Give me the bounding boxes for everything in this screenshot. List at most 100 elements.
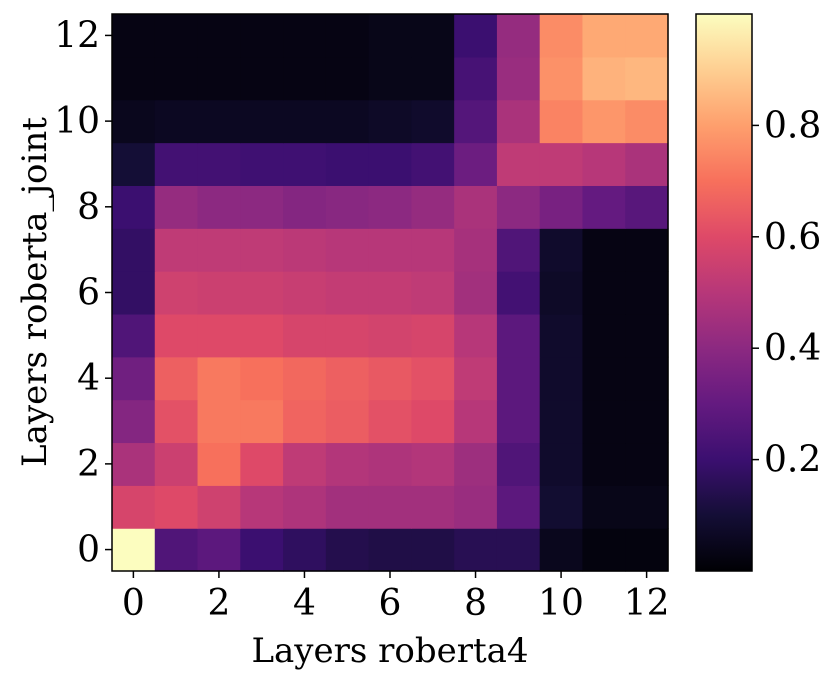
heatmap-cell bbox=[368, 528, 412, 572]
y-tick-label: 0 bbox=[77, 530, 100, 571]
heatmap-cell bbox=[197, 14, 241, 58]
heatmap-cell bbox=[240, 485, 284, 529]
heatmap-cell bbox=[112, 528, 156, 572]
heatmap-cell bbox=[368, 228, 412, 272]
heatmap-cell bbox=[368, 485, 412, 529]
colorbar: 0.2 0.4 0.6 0.8 bbox=[695, 13, 821, 572]
heatmap-cell bbox=[625, 313, 669, 358]
heatmap-cell bbox=[539, 14, 584, 58]
heatmap-cell bbox=[112, 228, 156, 272]
heatmap-cell bbox=[496, 528, 541, 572]
y-tick-label: 8 bbox=[77, 187, 100, 228]
heatmap-cell bbox=[411, 485, 455, 529]
heatmap-cell bbox=[112, 14, 156, 58]
heatmap-cell bbox=[496, 99, 541, 144]
heatmap-cell bbox=[582, 228, 626, 272]
heatmap-cell bbox=[496, 14, 541, 58]
heatmap-cell bbox=[625, 442, 669, 486]
heatmap-cell bbox=[112, 185, 156, 229]
heatmap-cell bbox=[539, 528, 584, 572]
heatmap-cell bbox=[112, 56, 156, 101]
heatmap-cell bbox=[112, 313, 156, 358]
heatmap-cell bbox=[625, 185, 669, 229]
heatmap-cell bbox=[240, 356, 284, 401]
heatmap-cell bbox=[368, 99, 412, 144]
heatmap-cell bbox=[539, 356, 584, 401]
heatmap-cell bbox=[283, 14, 327, 58]
heatmap-cell bbox=[197, 442, 241, 486]
heatmap-cell bbox=[454, 142, 498, 186]
heatmap-cell bbox=[197, 356, 241, 401]
heatmap-cell bbox=[325, 228, 370, 272]
heatmap-cell bbox=[112, 485, 156, 529]
heatmap-cell bbox=[496, 442, 541, 486]
heatmap-cell bbox=[539, 56, 584, 101]
heatmap-cell bbox=[411, 399, 455, 444]
heatmap-cell bbox=[240, 313, 284, 358]
heatmap-cell bbox=[582, 356, 626, 401]
x-tick-label: 8 bbox=[464, 583, 487, 624]
heatmap-cell bbox=[368, 313, 412, 358]
heatmap-cell bbox=[454, 528, 498, 572]
heatmap-cell bbox=[283, 185, 327, 229]
colorbar-tick-label: 0.8 bbox=[764, 105, 821, 146]
heatmap-cell bbox=[411, 56, 455, 101]
heatmap-cell bbox=[240, 185, 284, 229]
x-tick-label: 0 bbox=[122, 583, 145, 624]
heatmap-cell bbox=[197, 56, 241, 101]
heatmap-cell bbox=[154, 99, 199, 144]
heatmap-cell bbox=[325, 528, 370, 572]
heatmap-cell bbox=[582, 185, 626, 229]
heatmap-cell bbox=[283, 313, 327, 358]
heatmap-cell bbox=[283, 56, 327, 101]
heatmap-cell bbox=[625, 399, 669, 444]
heatmap-cell bbox=[283, 271, 327, 315]
heatmap-cell bbox=[240, 271, 284, 315]
colorbar-tick-label: 0.6 bbox=[764, 217, 821, 258]
heatmap-cell bbox=[240, 99, 284, 144]
heatmap-cell bbox=[582, 99, 626, 144]
heatmap-cell bbox=[197, 271, 241, 315]
heatmap-cell bbox=[454, 228, 498, 272]
heatmap-cell bbox=[197, 99, 241, 144]
heatmap-cell bbox=[154, 399, 199, 444]
heatmap-cell bbox=[154, 228, 199, 272]
heatmap-cell bbox=[154, 56, 199, 101]
heatmap-cell bbox=[625, 485, 669, 529]
heatmap-cell bbox=[154, 142, 199, 186]
heatmap-cell bbox=[454, 485, 498, 529]
heatmap-cell bbox=[539, 442, 584, 486]
heatmap-cell bbox=[582, 313, 626, 358]
heatmap-cell bbox=[496, 56, 541, 101]
heatmap-cell bbox=[325, 56, 370, 101]
heatmap-cell bbox=[625, 356, 669, 401]
heatmap-cell bbox=[582, 14, 626, 58]
y-axis-title: Layers roberta_joint bbox=[15, 117, 55, 467]
heatmap-cell bbox=[411, 271, 455, 315]
heatmap-cell bbox=[539, 271, 584, 315]
heatmap-cell bbox=[411, 228, 455, 272]
heatmap-cell bbox=[368, 14, 412, 58]
heatmap-cell bbox=[283, 228, 327, 272]
heatmap-cell bbox=[283, 528, 327, 572]
heatmap-cell bbox=[454, 99, 498, 144]
heatmap-cell bbox=[368, 271, 412, 315]
heatmap-cell bbox=[454, 56, 498, 101]
heatmap-cell bbox=[539, 185, 584, 229]
heatmap-cell bbox=[496, 185, 541, 229]
heatmap-cell bbox=[496, 228, 541, 272]
y-tick-label: 2 bbox=[77, 444, 100, 485]
heatmap-cell bbox=[625, 99, 669, 144]
heatmap-cell bbox=[240, 442, 284, 486]
heatmap-cell bbox=[154, 14, 199, 58]
x-tick-label: 4 bbox=[293, 583, 316, 624]
heatmap-cell bbox=[454, 442, 498, 486]
colorbar-frame bbox=[695, 13, 753, 572]
heatmap-cell bbox=[454, 356, 498, 401]
heatmap-cell bbox=[112, 99, 156, 144]
heatmap-cell bbox=[539, 99, 584, 144]
heatmap-cell bbox=[625, 271, 669, 315]
heatmap-cell bbox=[197, 228, 241, 272]
heatmap-cell bbox=[283, 356, 327, 401]
heatmap-cell bbox=[368, 56, 412, 101]
